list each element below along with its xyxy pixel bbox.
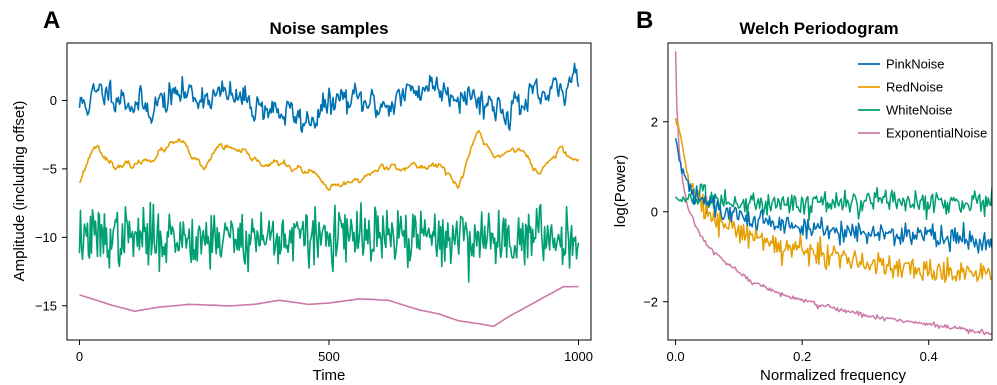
panel-b-frame: [667, 42, 993, 341]
panel-a-ticks: 0 500 1000 0 −5 −10 −15: [35, 93, 593, 364]
panel-b-series-exponential: [674, 51, 992, 336]
panel-b-xtick-label: 0.0: [667, 349, 685, 364]
panel-b-ytick-label: −2: [643, 294, 658, 309]
panel-a-ylabel: Amplitude (including offset): [11, 101, 28, 282]
panel-a-ytick-label: −15: [35, 298, 57, 313]
panel-b-ticks: 0.0 0.2 0.4 2 0 −2: [643, 114, 938, 364]
panel-a-title: Noise samples: [269, 19, 388, 38]
legend-label-red: RedNoise: [886, 80, 943, 95]
panel-b-letter: B: [636, 7, 653, 34]
legend-label-white: WhiteNoise: [886, 103, 952, 118]
legend-label-exponential: ExponentialNoise: [886, 126, 987, 141]
panel-a-series-exponential: [79, 285, 579, 328]
panel-b-series-red: [674, 118, 992, 284]
panel-a-xlabel: Time: [313, 367, 346, 384]
panel-a-xtick-label: 500: [318, 349, 340, 364]
panel-a-ytick-label: 0: [50, 93, 57, 108]
panel-a-series-pink: [78, 62, 580, 133]
panel-a-letter: A: [43, 7, 60, 34]
panel-b-xlabel: Normalized frequency: [760, 367, 906, 384]
legend: PinkNoise RedNoise WhiteNoise ExponentialNo…: [858, 57, 987, 141]
panel-a-series-white: [78, 201, 580, 283]
panel-b-xtick-label: 0.2: [793, 349, 811, 364]
panel-a-xtick-label: 0: [76, 349, 83, 364]
panel-a-xtick-label: 1000: [564, 349, 593, 364]
panel-b-series-white: [674, 183, 992, 222]
legend-label-pink: PinkNoise: [886, 57, 945, 72]
panel-a-ytick-label: −10: [35, 230, 57, 245]
panel-b-ytick-label: 0: [651, 204, 658, 219]
panel-b-title: Welch Periodogram: [739, 19, 898, 38]
panel-b-xtick-label: 0.4: [920, 349, 938, 364]
panel-b-series-pink: [674, 138, 992, 254]
panel-a-ytick-label: −5: [42, 161, 57, 176]
panel-a-series-red: [78, 129, 580, 191]
panel-b-ytick-label: 2: [651, 114, 658, 129]
panel-b-ylabel: log(Power): [612, 155, 629, 228]
panel-a: A Noise samples 0 500 1000 0 −5 −10 −15 Time A…: [11, 7, 593, 384]
panel-b: B Welch Periodogram 0.0 0.2 0.4 2 0 −2 PinkNo…: [612, 7, 993, 384]
